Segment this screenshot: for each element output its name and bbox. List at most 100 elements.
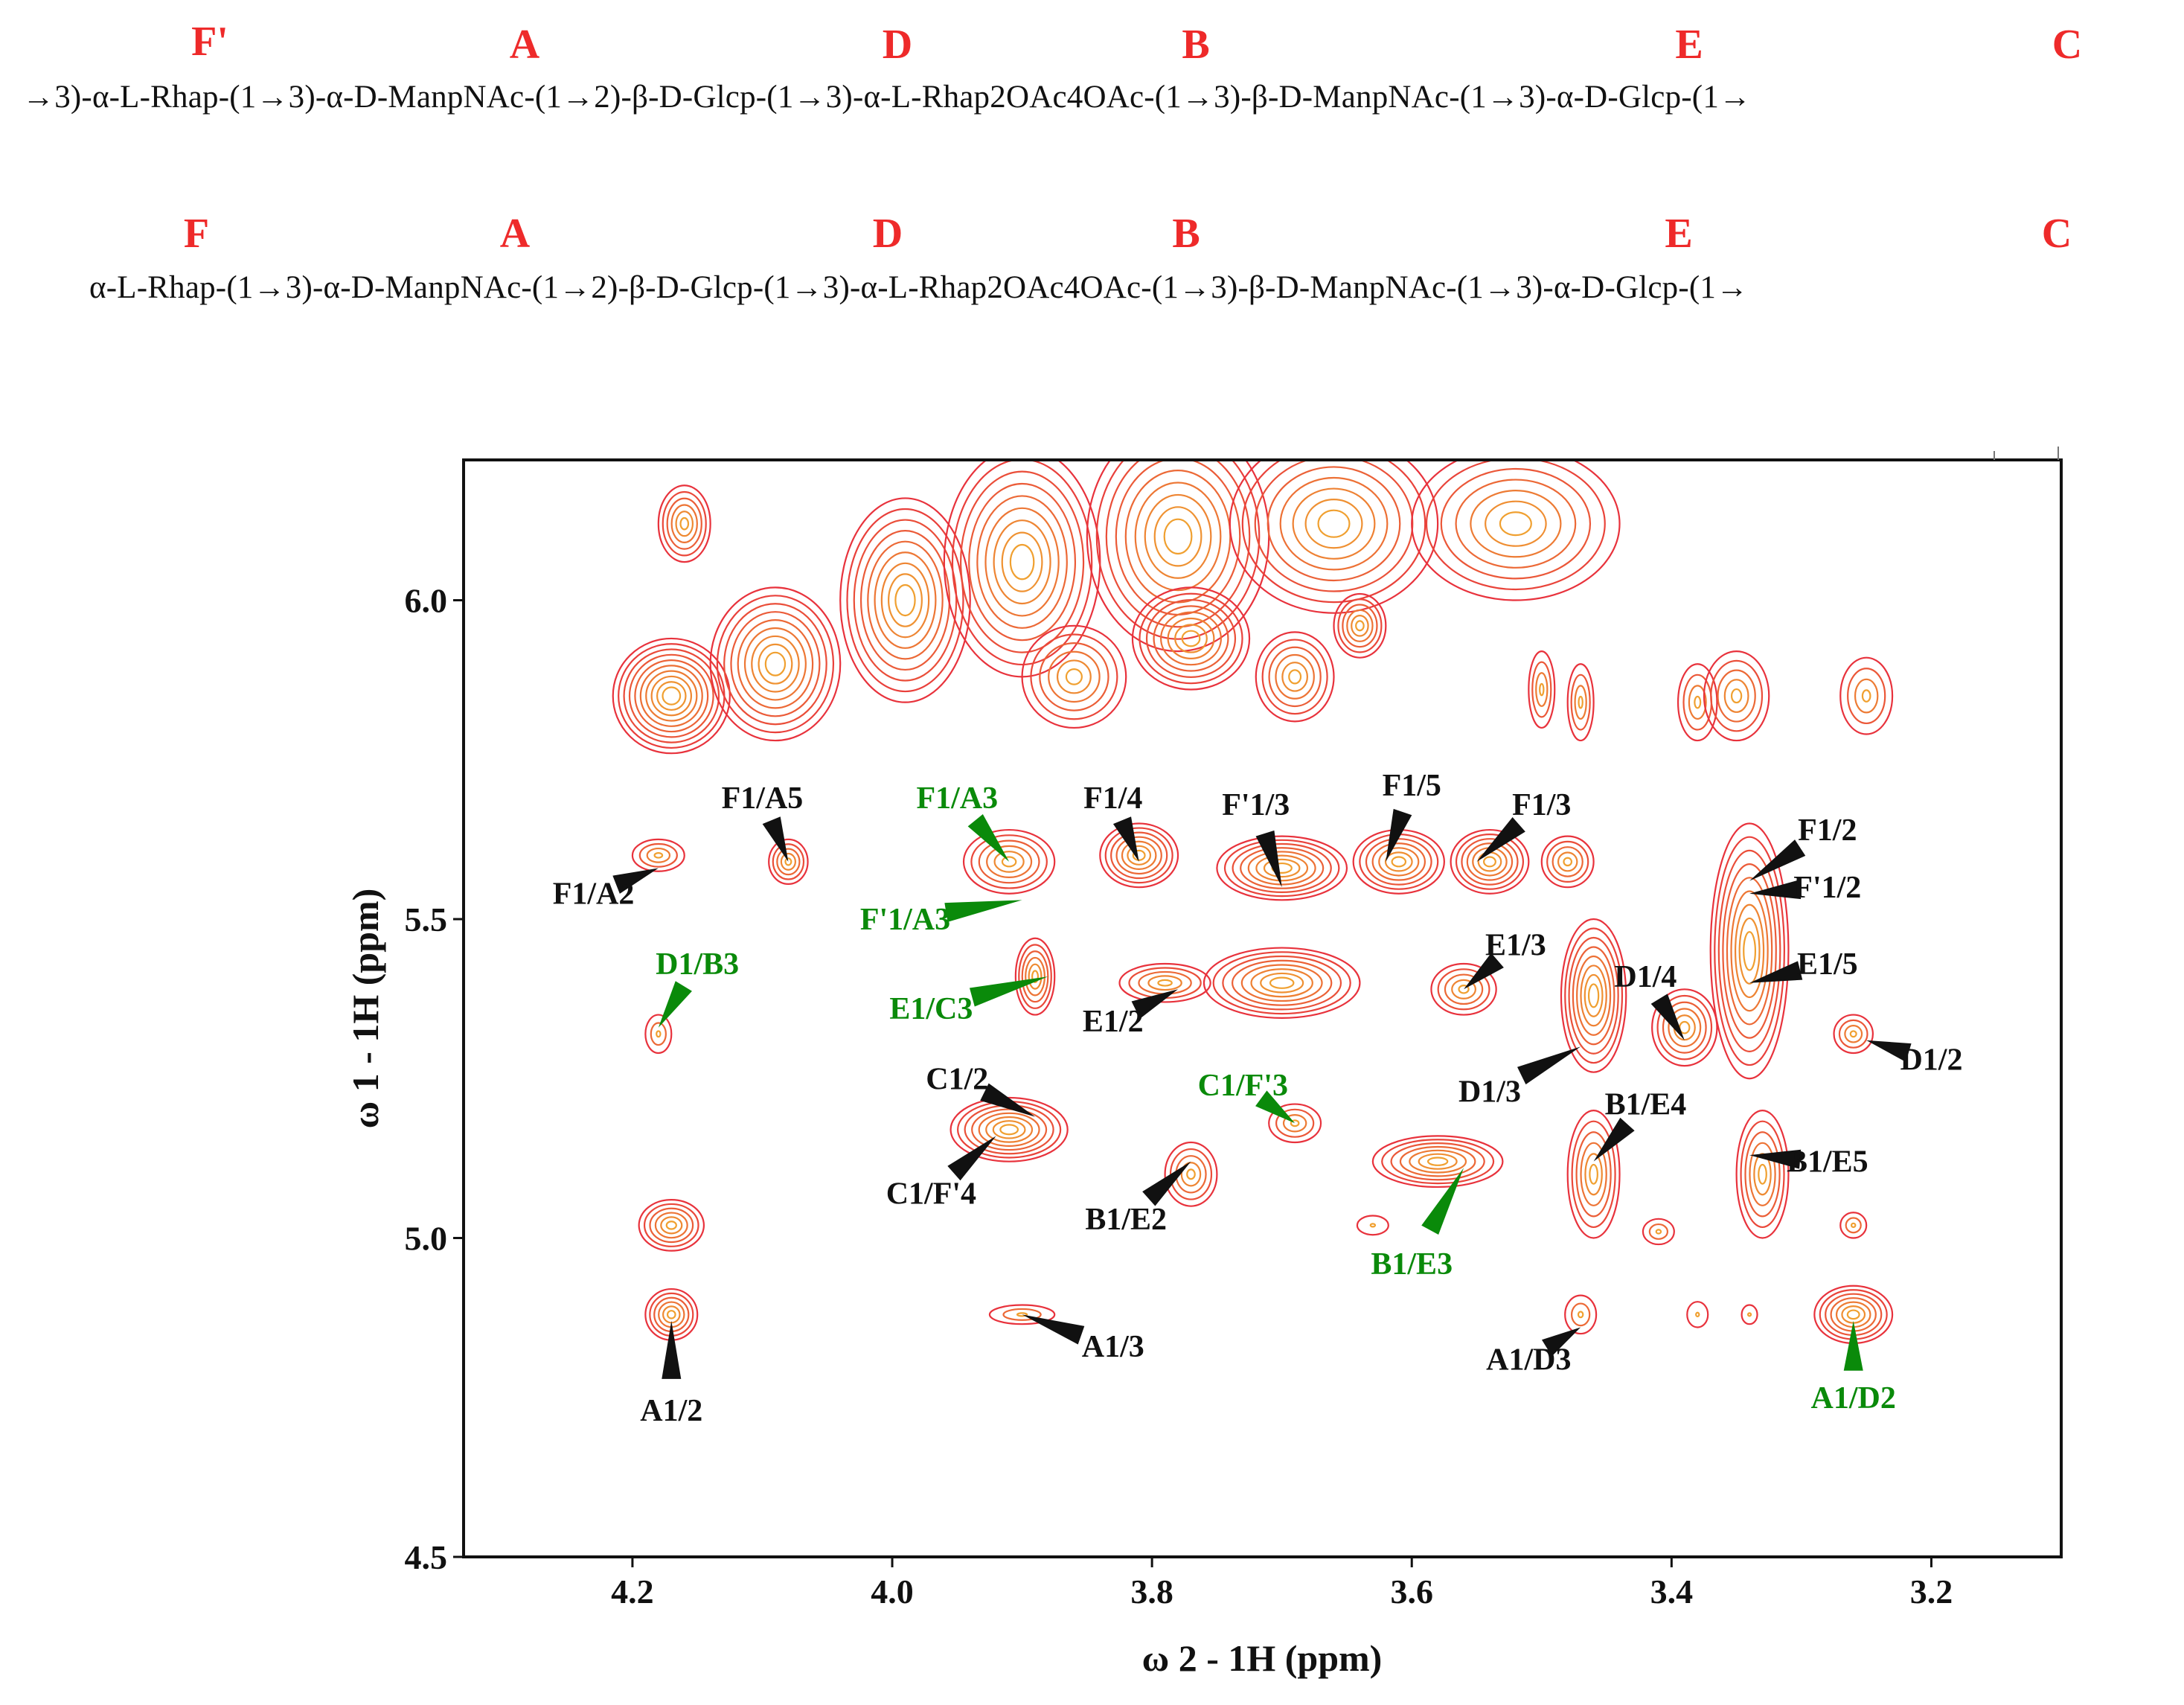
cross-peak [643, 1203, 699, 1247]
cross-peak [1730, 890, 1769, 1012]
sequence-row-2: F A D B E C α-L-Rhap-(1→3)-α-D-ManpNAc-(… [0, 207, 2184, 319]
diagonal-peak [1134, 482, 1222, 592]
cross-peak [1450, 828, 1530, 895]
cross-peak [1180, 1162, 1202, 1187]
residue-letter: C [2041, 211, 2072, 257]
residue-letter: E [1675, 22, 1703, 68]
diagonal-peak [874, 551, 937, 649]
annotation-arrow [1421, 1168, 1464, 1235]
diagonal-peak [1570, 674, 1591, 731]
cross-peak [1223, 839, 1340, 898]
cross-peak [1118, 962, 1211, 1003]
cross-peak [1846, 1309, 1860, 1320]
diagonal-peak [1351, 615, 1369, 637]
diagonal-peak [1009, 543, 1035, 580]
cross-peak [1255, 854, 1309, 882]
cross-peak [660, 1216, 683, 1235]
x-tick-label: 4.0 [871, 1573, 914, 1610]
annotation-arrow [1749, 961, 1803, 983]
diagonal-peak [1535, 672, 1549, 707]
diagonal-peak [1688, 685, 1707, 720]
cross-peak [1583, 973, 1604, 1017]
diagonal-peak [1163, 518, 1193, 555]
diagonal-peak [951, 460, 1093, 666]
cross-peak [1844, 1025, 1863, 1043]
cross-peak [1164, 1141, 1218, 1207]
cross-peak [1430, 962, 1497, 1016]
diagonal-peak [888, 573, 923, 627]
cross-peak [1365, 838, 1432, 886]
diagonal-peak [839, 497, 971, 703]
diagonal-peak [670, 504, 698, 543]
cross-peak [768, 838, 809, 885]
annotation-arrow [969, 976, 1048, 1007]
cross-peak [772, 843, 805, 880]
diagonal-peak [1048, 650, 1101, 703]
cross-peak [656, 1030, 662, 1038]
diagonal-peak [657, 484, 711, 563]
diagonal-peak [1292, 487, 1376, 560]
diagonal-peak [943, 460, 1101, 678]
diagonal-peak [650, 675, 693, 717]
cross-peak [1212, 951, 1351, 1015]
cross-peak [1580, 965, 1607, 1027]
x-tick-label: 4.2 [611, 1573, 654, 1610]
cross-peak [638, 842, 678, 868]
diagonal-peak [1124, 470, 1232, 604]
y-tick-label: 4.5 [405, 1538, 448, 1576]
x-tick-label: 3.4 [1650, 1573, 1694, 1610]
cross-peak [1275, 1108, 1315, 1138]
diagonal-peak [1065, 668, 1083, 685]
diagonal-peak [1499, 511, 1532, 537]
cross-peak [1662, 1001, 1707, 1054]
diagonal-peak [894, 583, 916, 617]
diagonal-peak [1268, 646, 1322, 708]
cross-peak [1240, 847, 1325, 889]
cross-peak [1240, 964, 1323, 1002]
x-tick-label: 3.2 [1910, 1573, 1953, 1610]
cross-peak [1409, 1149, 1467, 1174]
peak-label: F1/2 [1798, 813, 1857, 848]
cross-peak [1740, 1120, 1785, 1229]
diagonal-peak [846, 508, 964, 693]
peak-label: B1/E5 [1787, 1145, 1868, 1180]
diagonal-peak [1281, 662, 1308, 692]
cross-peak [1695, 1311, 1700, 1318]
cross-peak [988, 1304, 1056, 1325]
diagonal-peak [679, 516, 690, 531]
cross-peak [1025, 956, 1045, 997]
peak-label: E1/3 [1485, 928, 1546, 962]
cross-peak [1132, 849, 1146, 861]
cross-peak [1001, 856, 1017, 868]
cross-peak [1557, 851, 1578, 872]
diagonal-peak [1566, 663, 1595, 742]
cross-peak [1571, 1120, 1616, 1229]
peak-label: C1/F'3 [1198, 1069, 1288, 1103]
diagonal-peak [968, 482, 1077, 642]
diagonal-peak [1139, 592, 1243, 685]
residue-letter: A [509, 22, 540, 68]
diagonal-peak [1105, 460, 1251, 628]
diagonal-peak [1440, 467, 1592, 580]
diagonal-peak [853, 519, 958, 682]
diagonal-peak [1730, 688, 1743, 704]
diagonal-peak [1241, 460, 1426, 604]
diagonal-peak [1578, 695, 1583, 709]
cross-peak [1575, 1131, 1612, 1218]
cross-peak [1099, 822, 1179, 889]
y-axis-title: ω 1 - 1H (ppm) [345, 889, 386, 1129]
annotation-arrow [1541, 1327, 1581, 1357]
cross-peak [1564, 927, 1624, 1064]
cross-peak [1260, 972, 1304, 994]
cross-peak [638, 1198, 705, 1252]
annotation-arrow [1843, 1320, 1863, 1371]
diagonal-peak [1304, 499, 1363, 549]
cross-peak [1551, 846, 1583, 877]
cross-peak [1002, 1308, 1042, 1321]
cross-peak [1418, 1153, 1458, 1170]
cross-peak [1841, 1305, 1866, 1324]
diagonal-peak [623, 648, 720, 743]
annotation-arrow [658, 981, 692, 1028]
cross-peak [1571, 1302, 1591, 1327]
cross-peak [662, 1305, 681, 1324]
